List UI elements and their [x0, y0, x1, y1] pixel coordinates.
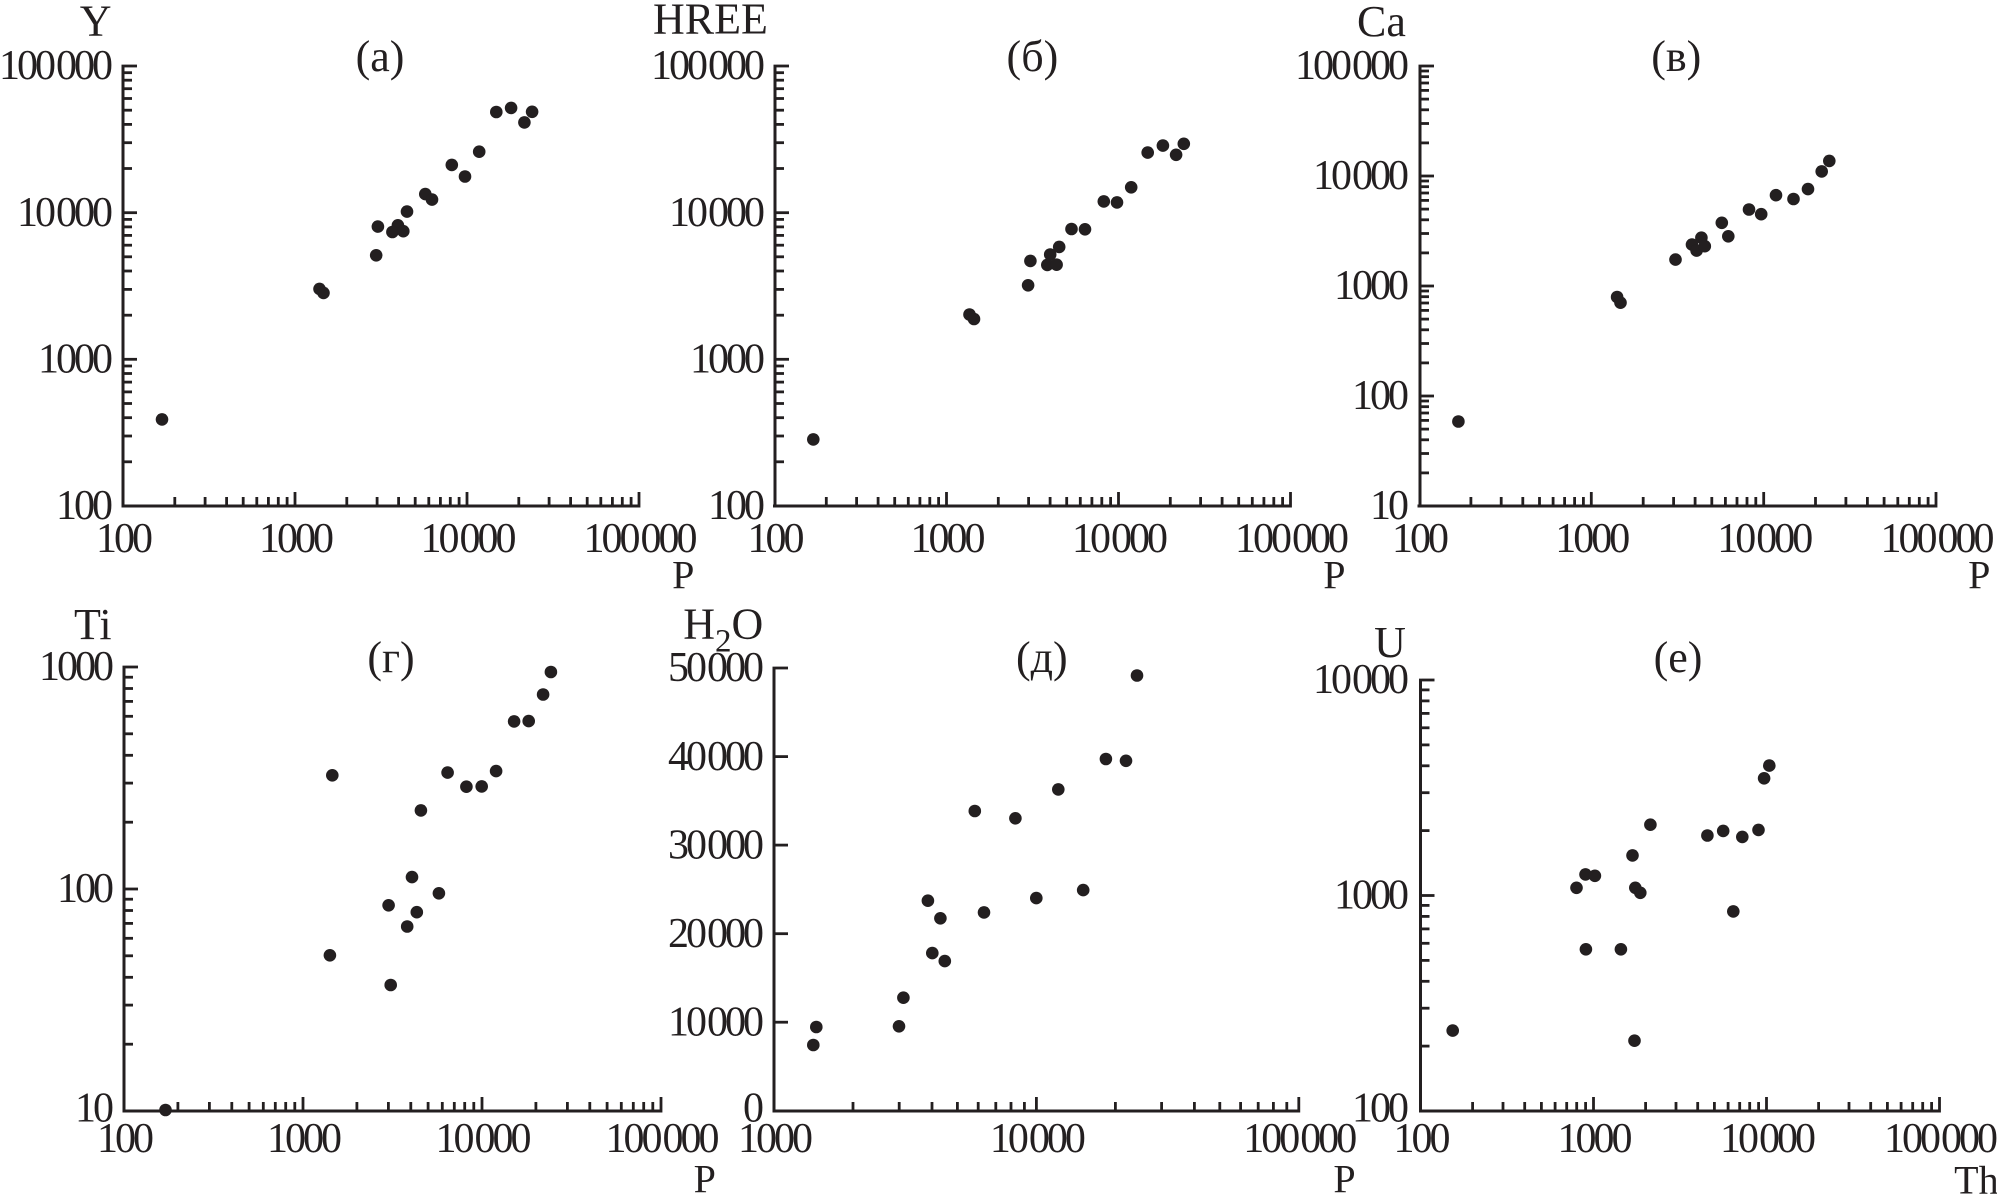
svg-text:40000: 40000 — [668, 734, 763, 780]
svg-text:50000: 50000 — [668, 645, 763, 691]
svg-text:10: 10 — [1370, 483, 1408, 529]
svg-text:100: 100 — [57, 866, 113, 912]
svg-text:(д): (д) — [1016, 633, 1068, 682]
svg-text:10000: 10000 — [436, 1116, 531, 1162]
svg-text:100000: 100000 — [651, 43, 764, 89]
svg-text:1000: 1000 — [690, 337, 764, 383]
svg-text:P: P — [1323, 553, 1345, 598]
svg-text:100000: 100000 — [1295, 43, 1408, 89]
svg-text:1000: 1000 — [1555, 516, 1629, 562]
svg-text:100: 100 — [1394, 1116, 1450, 1162]
svg-text:(в): (в) — [1651, 32, 1701, 81]
svg-text:Th: Th — [1954, 1157, 1997, 1202]
svg-text:10: 10 — [75, 1085, 113, 1131]
svg-text:1000: 1000 — [39, 644, 113, 690]
svg-text:100: 100 — [708, 483, 764, 529]
svg-text:1000: 1000 — [1558, 1116, 1632, 1162]
svg-text:10000: 10000 — [1313, 657, 1408, 703]
svg-text:100: 100 — [97, 1116, 153, 1162]
svg-text:P: P — [1333, 1156, 1355, 1201]
svg-text:Ti: Ti — [74, 600, 112, 649]
svg-text:10000: 10000 — [668, 999, 763, 1045]
svg-text:100: 100 — [1392, 516, 1448, 562]
svg-text:100: 100 — [56, 483, 112, 529]
svg-text:1000: 1000 — [738, 1116, 812, 1162]
svg-text:10000: 10000 — [669, 190, 764, 236]
svg-text:P: P — [694, 1157, 716, 1202]
svg-text:P: P — [672, 553, 694, 598]
svg-text:10000: 10000 — [17, 190, 112, 236]
svg-text:1000: 1000 — [1334, 263, 1408, 309]
svg-text:P: P — [1968, 553, 1990, 598]
svg-text:30000: 30000 — [668, 822, 763, 868]
svg-text:100000: 100000 — [1881, 516, 1994, 562]
svg-text:1000: 1000 — [911, 516, 985, 562]
svg-text:100: 100 — [96, 516, 152, 562]
svg-text:100000: 100000 — [1235, 516, 1348, 562]
svg-text:(г): (г) — [367, 633, 414, 682]
svg-text:Ca: Ca — [1357, 0, 1406, 46]
svg-text:10000: 10000 — [1313, 153, 1408, 199]
svg-text:HREE: HREE — [653, 0, 768, 43]
svg-text:100: 100 — [748, 516, 804, 562]
svg-text:1000: 1000 — [38, 337, 112, 383]
svg-text:10000: 10000 — [421, 516, 516, 562]
svg-text:100: 100 — [1352, 1085, 1408, 1131]
svg-text:(б): (б) — [1007, 32, 1059, 81]
svg-text:Y: Y — [80, 0, 112, 45]
svg-text:10000: 10000 — [1072, 516, 1167, 562]
svg-text:1000: 1000 — [267, 1116, 341, 1162]
svg-text:100000: 100000 — [1884, 1116, 1997, 1162]
svg-text:100000: 100000 — [606, 1116, 719, 1162]
svg-text:100: 100 — [1352, 373, 1408, 419]
svg-text:(а): (а) — [356, 32, 405, 81]
svg-text:20000: 20000 — [668, 911, 763, 957]
svg-text:10000: 10000 — [990, 1116, 1085, 1162]
svg-text:1000: 1000 — [1334, 873, 1408, 919]
svg-text:10000: 10000 — [1717, 516, 1812, 562]
svg-text:100000: 100000 — [584, 516, 697, 562]
svg-text:U: U — [1374, 618, 1406, 667]
svg-text:10000: 10000 — [1720, 1116, 1815, 1162]
svg-text:(е): (е) — [1654, 633, 1703, 682]
svg-text:0: 0 — [743, 1085, 763, 1131]
svg-text:100000: 100000 — [1243, 1116, 1356, 1162]
svg-text:100000: 100000 — [0, 43, 112, 89]
svg-text:1000: 1000 — [259, 516, 333, 562]
